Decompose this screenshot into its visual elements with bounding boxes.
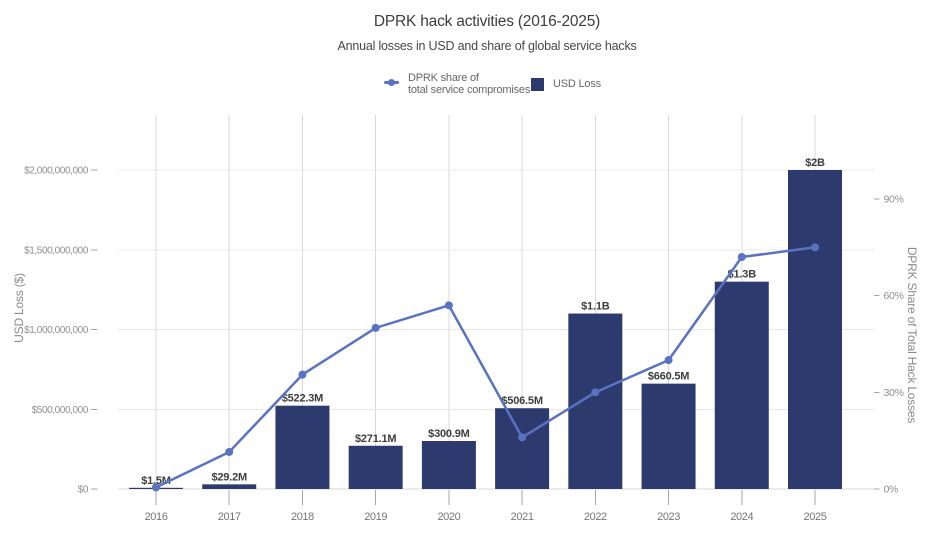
bar-value-label: $506.5M — [501, 395, 542, 407]
x-axis-year-label: 2023 — [657, 511, 680, 523]
left-axis-tick-label: $2,000,000,000 — [24, 166, 89, 177]
bar-value-label: $2B — [805, 157, 825, 169]
line-marker-icon — [384, 78, 399, 86]
dprk-share-marker — [737, 253, 746, 261]
left-axis-tick-label: $1,500,000,000 — [24, 245, 89, 256]
right-axis-tick-label: 30% — [884, 387, 904, 399]
x-axis-year-label: 2019 — [364, 511, 387, 523]
bar-swatch-icon — [531, 78, 544, 91]
left-axis-tick-label: $0 — [78, 485, 89, 496]
usd-loss-bar — [495, 408, 550, 489]
bar-value-label: $300.9M — [428, 428, 469, 440]
dprk-share-line — [154, 246, 817, 489]
x-axis-year-label: 2020 — [437, 511, 460, 523]
right-axis-tick-label: 90% — [884, 194, 904, 206]
chart-subtitle: Annual losses in USD and share of global… — [337, 39, 637, 53]
usd-loss-bar — [714, 281, 769, 489]
legend-line-label-1: DPRK share of — [408, 72, 479, 84]
x-axis-year-label: 2022 — [584, 511, 607, 523]
bar-value-label: $29.2M — [211, 471, 247, 483]
dprk-share-marker — [371, 323, 380, 332]
chart-title: DPRK hack activities (2016-2025) — [373, 13, 601, 30]
x-axis-year-label: 2017 — [218, 511, 241, 523]
legend-line-label-2: total service compromises — [408, 83, 531, 96]
usd-loss-bar — [202, 484, 257, 489]
usd-loss-bar — [275, 405, 330, 489]
left-axis-tick-label: $500,000,000 — [32, 405, 89, 416]
bar-value-label: $660.5M — [648, 371, 689, 383]
bar-value-label: $522.3M — [282, 393, 323, 405]
dprk-share-marker — [444, 301, 453, 310]
right-axis-tick-label: 0% — [884, 484, 899, 496]
dprk-share-marker — [152, 483, 160, 492]
usd-loss-bar — [568, 313, 623, 489]
dprk-share-marker — [225, 447, 234, 456]
legend-bar-label: USD Loss — [553, 78, 601, 90]
x-axis-year-label: 2016 — [145, 511, 168, 523]
dprk-share-marker — [810, 243, 819, 252]
x-axis-year-label: 2021 — [511, 511, 534, 523]
dprk-share-marker — [298, 370, 307, 379]
bar-value-label: $1.3B — [728, 269, 757, 281]
left-axis-tick-label: $1,000,000,000 — [24, 325, 89, 336]
usd-loss-bar — [421, 441, 476, 489]
usd-loss-bar — [787, 170, 842, 489]
usd-loss-bar — [641, 383, 696, 489]
x-axis-year-label: 2018 — [291, 511, 314, 523]
legend-item-line-series: DPRK share of total service compromises — [384, 72, 531, 96]
line-dot-icon — [388, 78, 395, 86]
bar-value-label: $1.1B — [581, 301, 610, 313]
bar-value-label: $271.1M — [355, 433, 396, 445]
legend-item-bar-series: USD Loss — [531, 78, 601, 91]
dprk-share-marker — [664, 356, 673, 365]
dprk-share-marker — [518, 433, 527, 442]
usd-loss-bar — [348, 445, 403, 489]
dprk-share-marker — [591, 388, 600, 397]
x-axis-year-label: 2024 — [730, 511, 753, 523]
x-axis-year-label: 2025 — [804, 511, 827, 523]
legend-line-label: DPRK share of total service compromises — [408, 72, 531, 96]
right-axis-tick-label: 60% — [884, 290, 904, 302]
